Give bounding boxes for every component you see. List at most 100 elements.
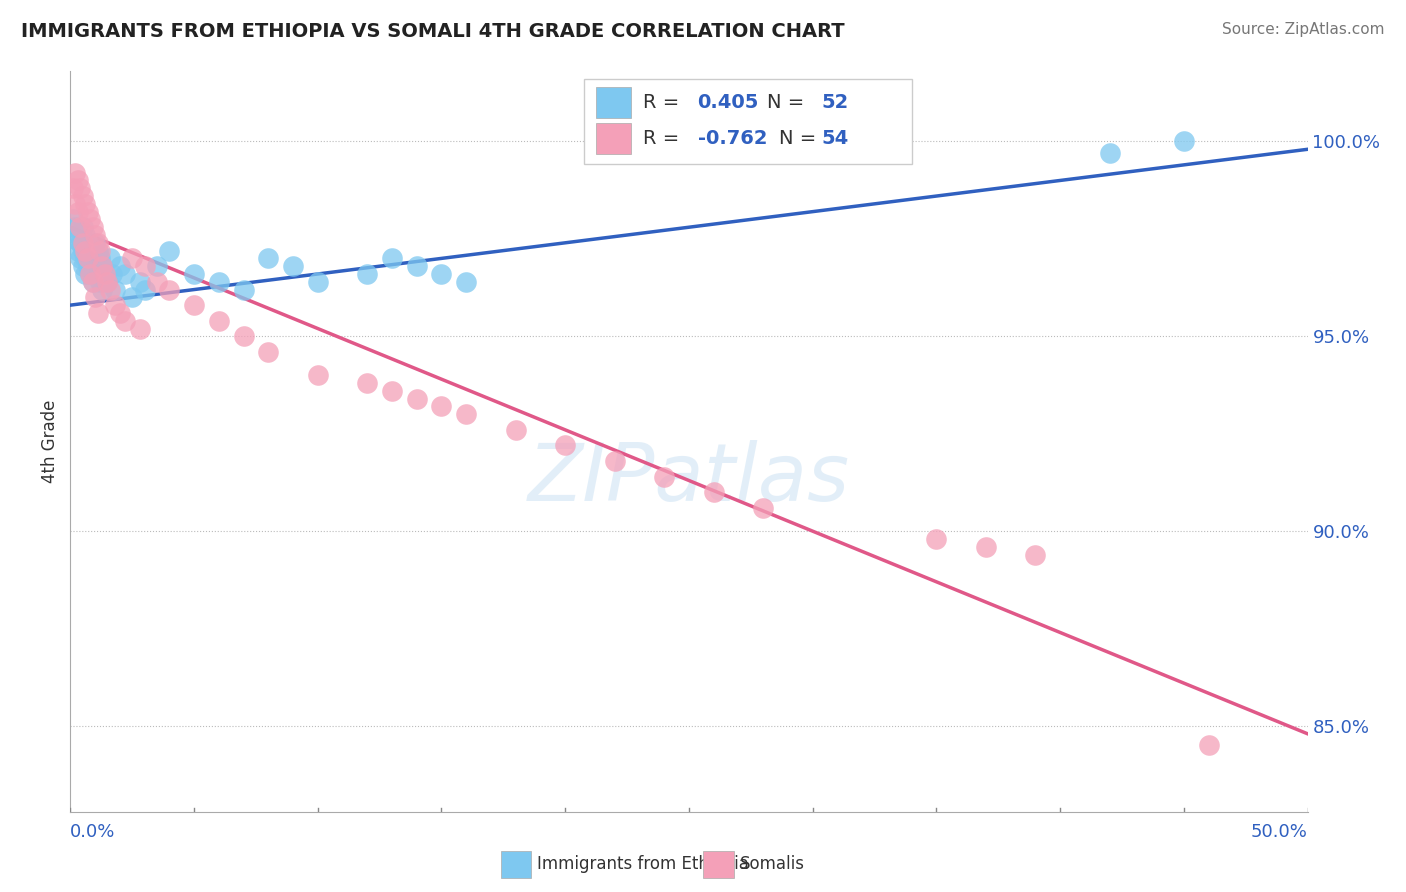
Point: [65, 197, 87, 211]
Point: [84, 259, 107, 273]
Point: [114, 314, 136, 328]
Text: R =: R =: [643, 129, 686, 148]
Point: [1198, 739, 1220, 753]
Point: [75, 197, 97, 211]
Point: [98, 283, 121, 297]
Point: [76, 259, 98, 273]
Point: [307, 275, 329, 289]
Point: [128, 275, 150, 289]
Point: [79, 244, 101, 258]
Point: [1098, 146, 1121, 161]
Point: [94, 267, 117, 281]
Text: Immigrants from Ethiopia: Immigrants from Ethiopia: [537, 855, 749, 873]
Point: [752, 500, 775, 515]
Point: [66, 244, 89, 258]
Point: [183, 267, 205, 281]
Point: [72, 259, 94, 273]
Point: [104, 283, 127, 297]
Point: [1024, 548, 1046, 562]
Point: [430, 400, 453, 414]
Point: [89, 275, 111, 289]
Y-axis label: 4th Grade: 4th Grade: [41, 400, 59, 483]
Point: [146, 275, 169, 289]
Point: [157, 244, 180, 258]
Text: 54: 54: [821, 129, 849, 148]
Text: 52: 52: [821, 93, 849, 112]
Point: [84, 290, 107, 304]
Point: [356, 376, 378, 390]
Point: [232, 329, 254, 343]
Point: [456, 275, 478, 289]
Point: [76, 204, 98, 219]
Point: [381, 252, 404, 266]
Point: [96, 275, 118, 289]
Text: 0.405: 0.405: [697, 93, 759, 112]
Point: [82, 275, 104, 289]
Point: [307, 368, 329, 383]
Point: [79, 267, 101, 281]
Point: [96, 275, 118, 289]
Point: [66, 227, 89, 242]
Point: [75, 244, 97, 258]
Point: [82, 252, 104, 266]
Point: [86, 306, 108, 320]
FancyBboxPatch shape: [596, 123, 631, 154]
Point: [974, 540, 997, 554]
Point: [72, 244, 94, 258]
Point: [72, 220, 94, 235]
FancyBboxPatch shape: [596, 87, 631, 118]
Point: [108, 259, 131, 273]
Text: Somalis: Somalis: [740, 855, 804, 873]
Text: N =: N =: [779, 129, 823, 148]
Text: R =: R =: [643, 93, 686, 112]
Point: [65, 220, 87, 235]
Point: [257, 345, 280, 359]
Point: [456, 407, 478, 421]
Point: [505, 423, 527, 437]
Point: [62, 181, 84, 195]
Text: ZIPatlas: ZIPatlas: [527, 440, 851, 517]
Point: [69, 220, 91, 235]
Point: [79, 267, 101, 281]
Point: [76, 235, 98, 250]
Point: [208, 314, 231, 328]
Point: [430, 267, 453, 281]
Point: [89, 244, 111, 258]
Point: [89, 252, 111, 266]
Point: [82, 275, 104, 289]
Point: [84, 235, 107, 250]
Point: [554, 438, 576, 452]
Point: [75, 227, 97, 242]
Text: Source: ZipAtlas.com: Source: ZipAtlas.com: [1222, 22, 1385, 37]
Point: [69, 181, 91, 195]
Text: N =: N =: [766, 93, 810, 112]
Point: [65, 166, 87, 180]
Point: [134, 283, 156, 297]
Point: [157, 283, 180, 297]
Point: [65, 232, 87, 246]
Point: [925, 532, 948, 546]
Point: [134, 259, 156, 273]
Point: [91, 283, 114, 297]
Point: [72, 189, 94, 203]
Point: [128, 321, 150, 335]
Point: [603, 454, 626, 468]
Point: [66, 204, 89, 219]
Point: [79, 212, 101, 227]
Point: [94, 267, 117, 281]
Point: [281, 259, 304, 273]
Point: [652, 469, 675, 483]
Point: [104, 298, 127, 312]
Text: 50.0%: 50.0%: [1251, 823, 1308, 841]
Text: 0.0%: 0.0%: [70, 823, 115, 841]
Point: [405, 392, 427, 406]
Point: [86, 267, 108, 281]
Point: [381, 384, 404, 398]
Point: [62, 212, 84, 227]
Point: [86, 244, 108, 258]
Point: [76, 252, 98, 266]
Point: [75, 267, 97, 281]
Point: [82, 220, 104, 235]
FancyBboxPatch shape: [583, 78, 911, 164]
Point: [69, 235, 91, 250]
